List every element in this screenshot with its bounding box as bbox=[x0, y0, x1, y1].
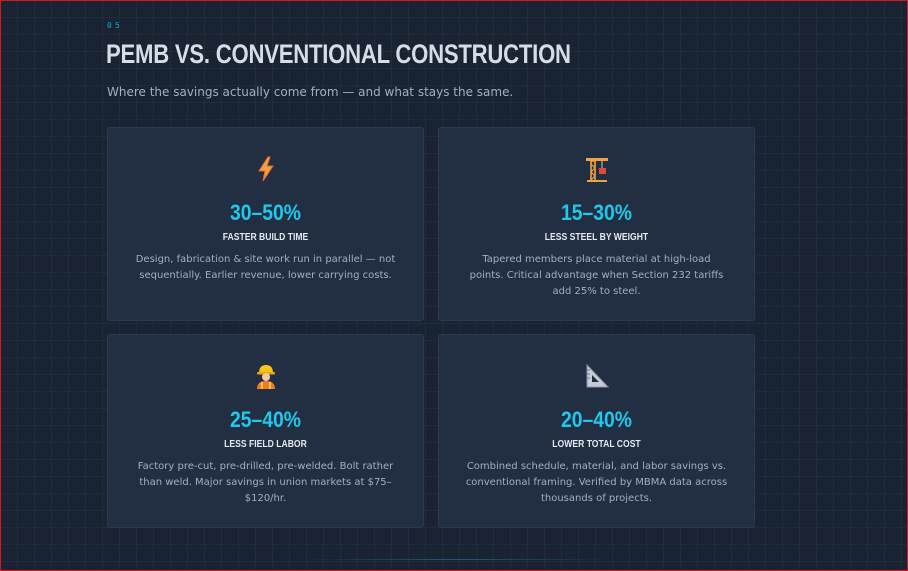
stat-card-total-cost: 20–40% LOWER TOTAL COST Combined schedul… bbox=[438, 334, 755, 528]
stat-description: Factory pre-cut, pre-drilled, pre-welded… bbox=[137, 461, 394, 504]
stat-description: Tapered members place material at high-l… bbox=[469, 254, 724, 297]
stat-value: 25–40% bbox=[229, 407, 302, 432]
stat-card-build-time: 30–50% FASTER BUILD TIME Design, fabrica… bbox=[107, 127, 424, 321]
page-title: PEMB VS. CONVENTIONAL CONSTRUCTION bbox=[106, 39, 571, 69]
stat-value: 30–50% bbox=[229, 200, 302, 225]
stat-label: FASTER BUILD TIME bbox=[222, 232, 309, 243]
stat-label: LESS STEEL BY WEIGHT bbox=[544, 232, 649, 243]
stat-label: LOWER TOTAL COST bbox=[552, 439, 641, 450]
slide-number: 05 bbox=[107, 21, 123, 30]
stat-description: Combined schedule, material, and labor s… bbox=[465, 461, 728, 504]
stat-card-field-labor: 25–40% LESS FIELD LABOR Factory pre-cut,… bbox=[107, 334, 424, 528]
page-subtitle: Where the savings actually come from — a… bbox=[107, 85, 514, 99]
stat-card-steel-weight: 15–30% LESS STEEL BY WEIGHT Tapered memb… bbox=[438, 127, 755, 321]
crane-icon bbox=[584, 155, 610, 183]
lightning-bolt-icon bbox=[253, 155, 279, 183]
stat-value: 15–30% bbox=[560, 200, 633, 225]
triangular-ruler-icon bbox=[584, 362, 610, 390]
stat-description: Design, fabrication & site work run in p… bbox=[135, 254, 396, 281]
construction-worker-icon bbox=[253, 362, 279, 390]
bottom-accent-line bbox=[301, 559, 611, 560]
stat-value: 20–40% bbox=[560, 407, 633, 432]
stat-label: LESS FIELD LABOR bbox=[224, 439, 307, 450]
